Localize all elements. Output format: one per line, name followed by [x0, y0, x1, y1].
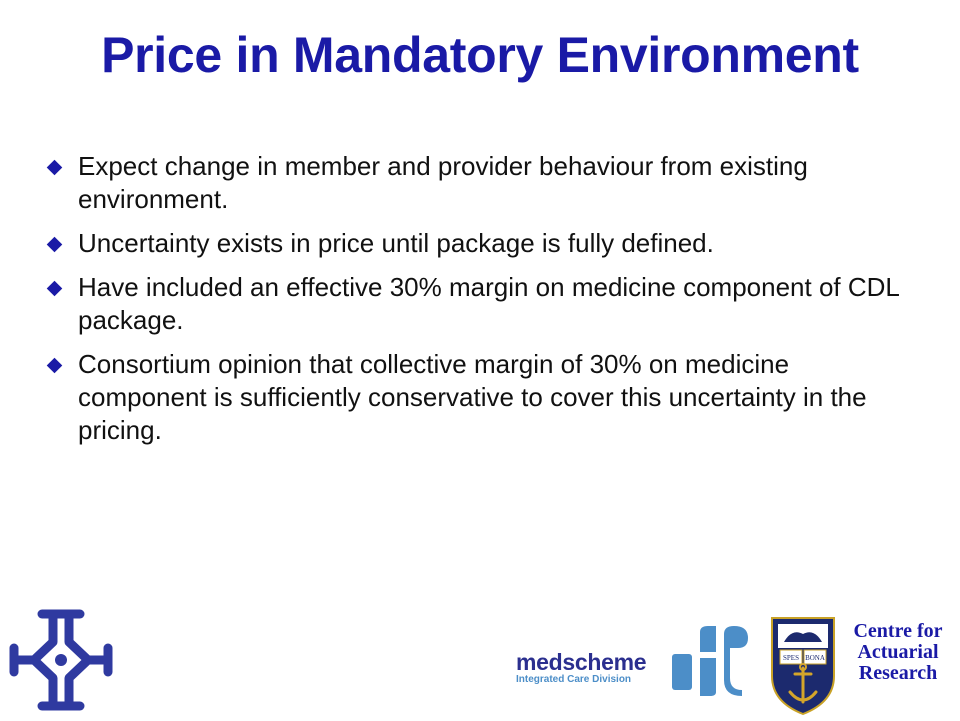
bullet-item: Consortium opinion that collective margi… — [46, 348, 908, 447]
crest-motto-right: BONA — [805, 654, 825, 662]
crest-motto-left: SPES — [783, 654, 799, 662]
bullet-text: Consortium opinion that collective margi… — [78, 349, 867, 445]
bullet-text: Expect change in member and provider beh… — [78, 151, 808, 214]
bullet-item: Expect change in member and provider beh… — [46, 150, 908, 216]
slide-title: Price in Mandatory Environment — [101, 27, 859, 83]
diamond-bullet-icon — [46, 159, 63, 176]
diamond-bullet-icon — [46, 357, 63, 374]
medscheme-division: Integrated Care Division — [516, 674, 632, 685]
bullet-list: Expect change in member and provider beh… — [46, 150, 908, 458]
bullet-text: Uncertainty exists in price until packag… — [78, 228, 714, 258]
medscheme-symbol-icon — [670, 624, 752, 703]
bullet-item: Uncertainty exists in price until packag… — [46, 227, 908, 260]
bullet-text: Have included an effective 30% margin on… — [78, 272, 899, 335]
diamond-bullet-icon — [46, 280, 63, 297]
centre-for-actuarial-research-label: Centre for Actuarial Research — [842, 621, 954, 684]
university-crest-icon: SPES BONA — [770, 616, 836, 721]
diamond-bullet-icon — [46, 236, 63, 253]
medscheme-logo: medscheme Integrated Care Division — [516, 649, 647, 686]
bullet-item: Have included an effective 30% margin on… — [46, 271, 908, 337]
centre-line: Centre for — [853, 620, 943, 642]
centre-line: Research — [858, 662, 938, 684]
medscheme-name: medscheme — [516, 649, 647, 675]
interlocking-cross-logo-icon — [6, 606, 116, 719]
centre-line: Actuarial — [857, 641, 939, 663]
